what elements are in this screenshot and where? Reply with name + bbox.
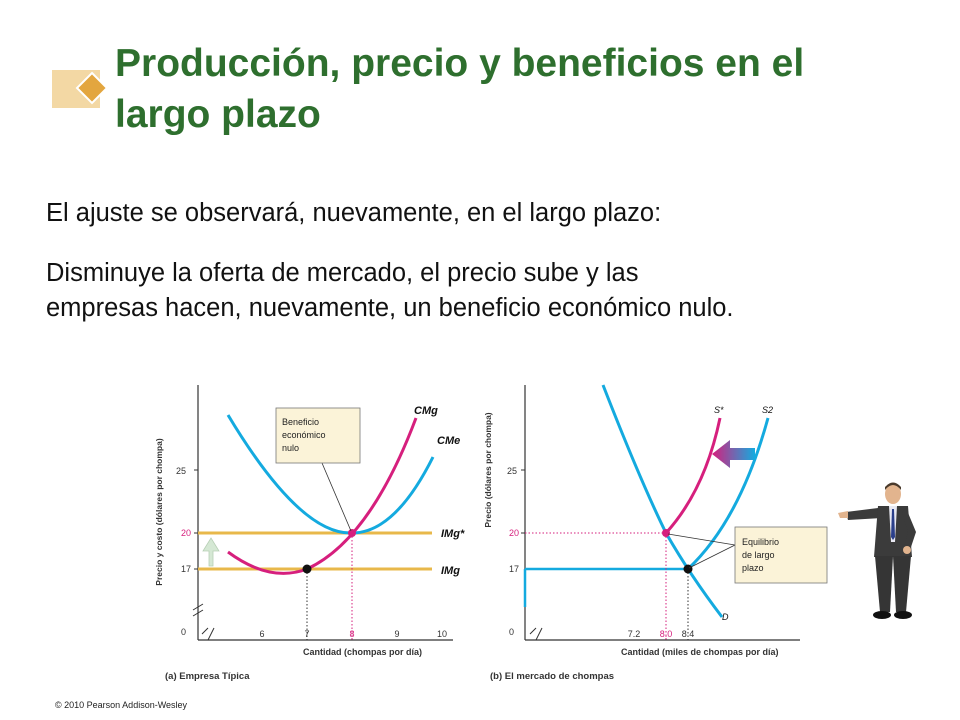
callout-line: plazo <box>742 563 764 573</box>
supply-shift-arrow <box>712 440 755 468</box>
panel-b-x-break <box>529 627 543 641</box>
slide-title-line2: largo plazo <box>115 93 321 136</box>
s-star-label: S* <box>714 405 724 415</box>
mr-label: IMg <box>441 565 460 577</box>
mc-curve <box>227 417 418 575</box>
paragraph-line: empresas hacen, nuevamente, un beneficio… <box>46 294 734 322</box>
panel-b-caption: (b) El mercado de chompas <box>490 671 614 682</box>
panel-a-y-tick: 25 <box>176 466 186 476</box>
paragraph-adjustment: El ajuste se observará, nuevamente, en e… <box>46 199 662 227</box>
panel-b-x-tick: 8.0 <box>660 629 673 639</box>
panel-b-y-axis-label: Precio (dólares por chompa) <box>483 412 493 527</box>
panel-b-x-tick: 7.2 <box>628 629 641 639</box>
mr-star-label: IMg* <box>441 528 465 540</box>
paragraph-line: Disminuye la oferta de mercado, el preci… <box>46 259 639 287</box>
profit-max-point <box>302 564 312 574</box>
panel-a-x-tick: 9 <box>394 629 399 639</box>
panel-b-y-tick: 20 <box>509 528 519 538</box>
panel-b-x-tick: 8.4 <box>682 629 695 639</box>
callout-pointer <box>321 462 352 532</box>
callout-line: nulo <box>282 443 299 453</box>
panel-a-x-break <box>201 627 215 641</box>
callout-line: económico <box>282 430 326 440</box>
panel-a-y-axis-label: Precio y costo (dólares por chompa) <box>154 438 164 586</box>
callout-line: de largo <box>742 550 775 560</box>
panel-b-origin: 0 <box>509 627 514 637</box>
price-rise-arrow <box>202 537 220 567</box>
d-label: D <box>722 612 729 622</box>
businessman-pointing-image <box>838 482 916 619</box>
s-star-curve <box>664 417 722 535</box>
callout-pointer <box>667 533 736 546</box>
panel-b-y-tick: 17 <box>509 564 519 574</box>
panel-a-origin: 0 <box>181 627 186 637</box>
panel-a-caption: (a) Empresa Típica <box>165 671 250 682</box>
panel-a-firm: 25 20 17 0 6 7 8 9 10 Precio y costo (dó… <box>154 385 465 682</box>
s2-curve <box>686 417 770 571</box>
panel-a-x-axis-label: Cantidad (chompas por día) <box>303 647 422 657</box>
callout-line: Equilibrio <box>742 537 779 547</box>
callout-line: Beneficio <box>282 417 319 427</box>
panel-a-x-tick: 7 <box>304 629 309 639</box>
s2-label: S2 <box>762 405 773 415</box>
demand-curve <box>601 384 724 618</box>
panel-b-market: 25 20 17 0 7.2 8.0 8.4 Precio (dólares p… <box>483 384 828 682</box>
panel-a-y-tick: 20 <box>181 528 191 538</box>
atc-label: CMe <box>437 435 460 447</box>
panel-b-x-axis-label: Cantidad (miles de chompas por día) <box>621 647 779 657</box>
slide-title: Producción, precio y beneficios en el la… <box>115 38 915 140</box>
panel-a-x-tick: 6 <box>259 629 264 639</box>
slide-title-line1: Producción, precio y beneficios en el <box>115 42 805 85</box>
copyright-notice: © 2010 Pearson Addison-Wesley <box>55 700 188 710</box>
mc-label: CMg <box>414 405 438 417</box>
long-run-equilibrium-point <box>662 529 670 537</box>
callout-pointer <box>688 544 736 569</box>
panel-a-y-break <box>192 603 204 617</box>
panel-a-x-tick: 10 <box>437 629 447 639</box>
zero-profit-point <box>348 529 356 537</box>
zero-profit-callout <box>275 407 361 464</box>
short-run-equilibrium-point <box>683 564 693 574</box>
title-bullet-decoration <box>52 70 109 108</box>
panel-a-x-tick: 8 <box>349 629 354 639</box>
paragraph-supply-decrease: Disminuye la oferta de mercado, el preci… <box>46 256 926 326</box>
long-run-callout <box>734 526 828 584</box>
panel-b-y-tick: 25 <box>507 466 517 476</box>
panel-a-y-tick: 17 <box>181 564 191 574</box>
